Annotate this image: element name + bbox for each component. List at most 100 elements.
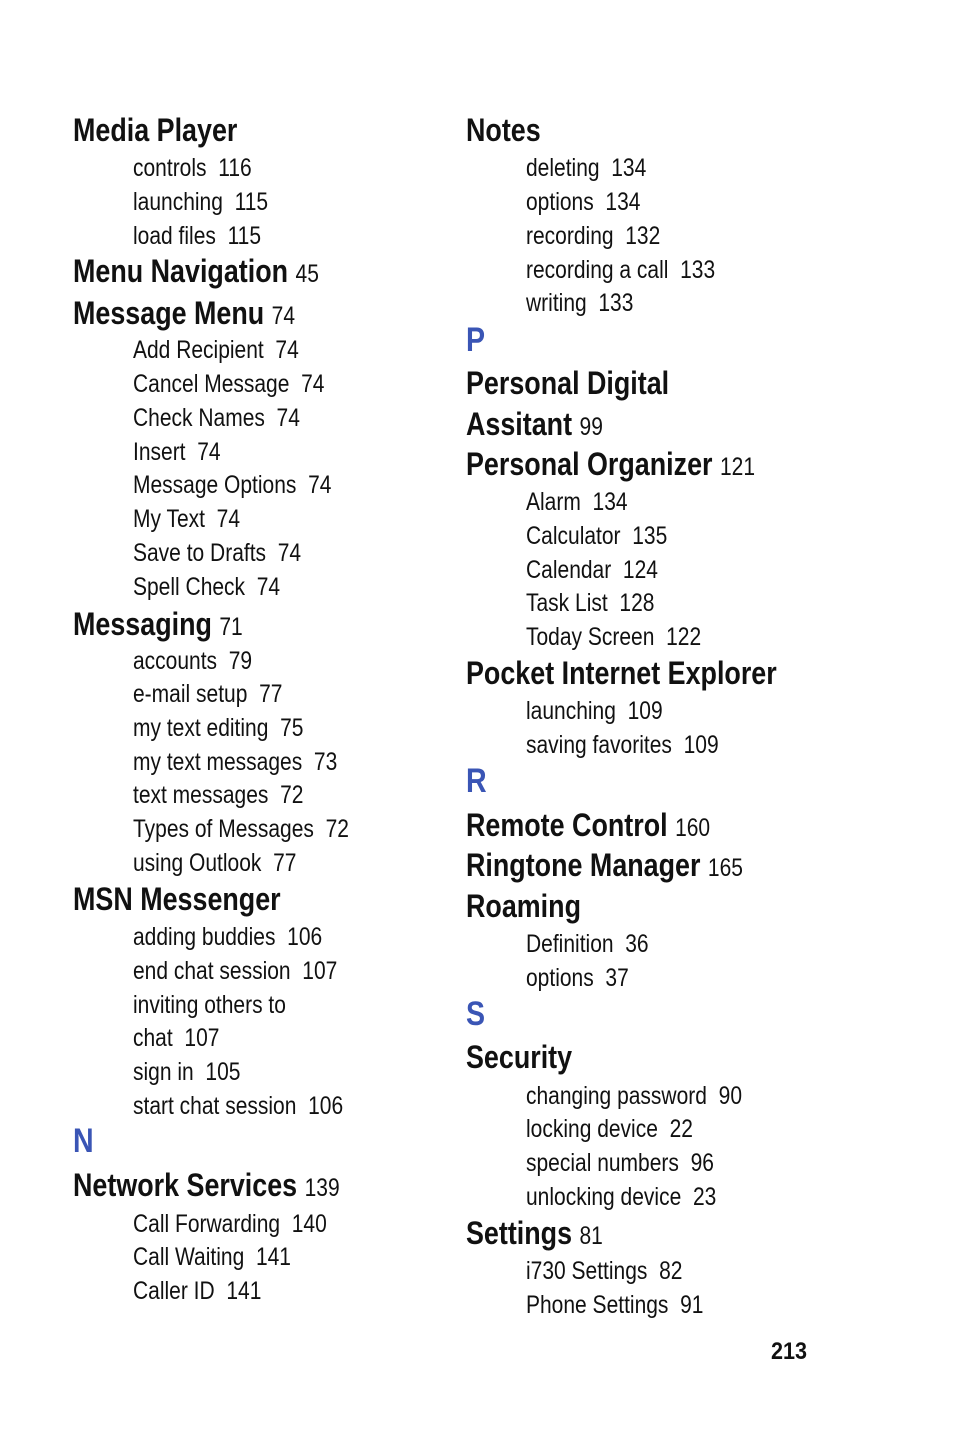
index-letter: S	[466, 997, 485, 1031]
entry-text: R	[466, 762, 487, 801]
entry-text: Ringtone Manager	[466, 847, 701, 884]
entry-text: unlocking device	[526, 1183, 682, 1212]
index-subentry: launching 115	[133, 190, 268, 215]
index-heading: Security	[466, 1041, 572, 1073]
entry-page: 81	[579, 1222, 603, 1251]
index-subentry: chat 107	[133, 1026, 219, 1051]
entry-text: Call Waiting	[133, 1243, 245, 1272]
entry-page: 134	[605, 188, 641, 217]
entry-page: 45	[295, 260, 319, 289]
index-subentry: Spell Check 74	[133, 575, 280, 600]
index-subentry: Check Names 74	[133, 406, 300, 431]
entry-page: 106	[308, 1092, 344, 1121]
index-letter: P	[466, 323, 485, 357]
entry-page: 106	[287, 923, 323, 952]
entry-text: Task List	[526, 589, 608, 618]
entry-page: 77	[273, 849, 297, 878]
entry-text: Assitant	[466, 406, 573, 443]
entry-page: 134	[611, 154, 647, 183]
entry-text: e-mail setup	[133, 680, 248, 709]
entry-text: changing password	[526, 1082, 707, 1111]
entry-page: 74	[301, 370, 325, 399]
entry-text: text messages	[133, 781, 269, 810]
entry-page: 37	[605, 964, 629, 993]
index-heading: Menu Navigation 45	[73, 255, 319, 287]
entry-text: Menu Navigation	[73, 253, 289, 290]
entry-text: Cancel Message	[133, 370, 290, 399]
entry-text: Media Player	[73, 112, 238, 149]
entry-page: 105	[205, 1058, 241, 1087]
entry-text: Security	[466, 1039, 573, 1076]
index-heading: Notes	[466, 114, 541, 146]
index-subentry: Caller ID 141	[133, 1279, 261, 1304]
entry-page: 73	[313, 748, 338, 777]
entry-text: Personal Organizer	[466, 446, 713, 483]
index-subentry: Save to Drafts 74	[133, 541, 301, 566]
index-heading: Settings 81	[466, 1217, 603, 1249]
entry-text: N	[73, 1122, 94, 1161]
entry-page: 74	[271, 302, 296, 331]
index-subentry: controls 116	[133, 156, 252, 181]
entry-text: Caller ID	[133, 1277, 215, 1306]
entry-text: Check Names	[133, 404, 265, 433]
index-subentry: options 37	[526, 966, 629, 991]
entry-page: 82	[659, 1257, 683, 1286]
entry-page: 96	[690, 1149, 714, 1178]
entry-page: 72	[325, 815, 349, 844]
entry-page: 140	[291, 1210, 327, 1239]
entry-text: locking device	[526, 1115, 658, 1144]
index-subentry: sign in 105	[133, 1060, 240, 1085]
index-subentry: unlocking device 23	[526, 1185, 716, 1210]
index-subentry: e-mail setup 77	[133, 682, 282, 707]
entry-text: Calculator	[526, 522, 621, 551]
entry-text: launching	[526, 697, 616, 726]
index-subentry: start chat session 106	[133, 1094, 343, 1119]
entry-page: 109	[627, 697, 663, 726]
index-subentry: accounts 79	[133, 649, 252, 674]
entry-page: 134	[592, 488, 628, 517]
index-subentry: changing password 90	[526, 1084, 742, 1109]
index-subentry: Today Screen 122	[526, 625, 701, 650]
entry-text: Pocket Internet Explorer	[466, 655, 777, 692]
index-heading: Media Player	[73, 114, 237, 146]
entry-text: Notes	[466, 112, 541, 149]
index-subentry: using Outlook 77	[133, 851, 296, 876]
entry-text: sign in	[133, 1058, 194, 1087]
entry-text: Network Services	[73, 1167, 298, 1204]
index-heading: Personal Organizer 121	[466, 448, 755, 480]
index-subentry: Call Forwarding 140	[133, 1212, 327, 1237]
entry-page: 90	[718, 1082, 742, 1111]
entry-page: 77	[259, 680, 283, 709]
index-subentry: adding buddies 106	[133, 925, 322, 950]
entry-text: Roaming	[466, 888, 581, 925]
entry-page: 139	[304, 1174, 340, 1203]
entry-page: 107	[184, 1024, 220, 1053]
entry-page: 132	[625, 222, 661, 251]
index-subentry: launching 109	[526, 699, 663, 724]
index-subentry: Alarm 134	[526, 490, 628, 515]
entry-page: 22	[669, 1115, 693, 1144]
entry-page: 115	[227, 222, 262, 251]
entry-text: i730 Settings	[526, 1257, 648, 1286]
entry-text: Insert	[133, 438, 186, 467]
entry-text: writing	[526, 289, 587, 318]
index-subentry: i730 Settings 82	[526, 1259, 682, 1284]
index-letter: N	[73, 1124, 94, 1158]
entry-page: 116	[218, 154, 252, 183]
entry-page: 74	[277, 539, 302, 568]
entry-text: Save to Drafts	[133, 539, 267, 568]
entry-text: end chat session	[133, 957, 291, 986]
entry-page: 36	[625, 930, 649, 959]
entry-page: 72	[280, 781, 304, 810]
entry-text: start chat session	[133, 1092, 297, 1121]
index-subentry: Add Recipient 74	[133, 338, 299, 363]
index-subentry: Calculator 135	[526, 524, 667, 549]
index-heading: Roaming	[466, 890, 581, 922]
entry-text: launching	[133, 188, 223, 217]
entry-text: S	[466, 995, 486, 1034]
index-subentry: Call Waiting 141	[133, 1245, 291, 1270]
entry-text: Call Forwarding	[133, 1210, 281, 1239]
entry-text: accounts	[133, 647, 218, 676]
index-subentry: Phone Settings 91	[526, 1293, 703, 1318]
entry-text: Alarm	[526, 488, 581, 517]
